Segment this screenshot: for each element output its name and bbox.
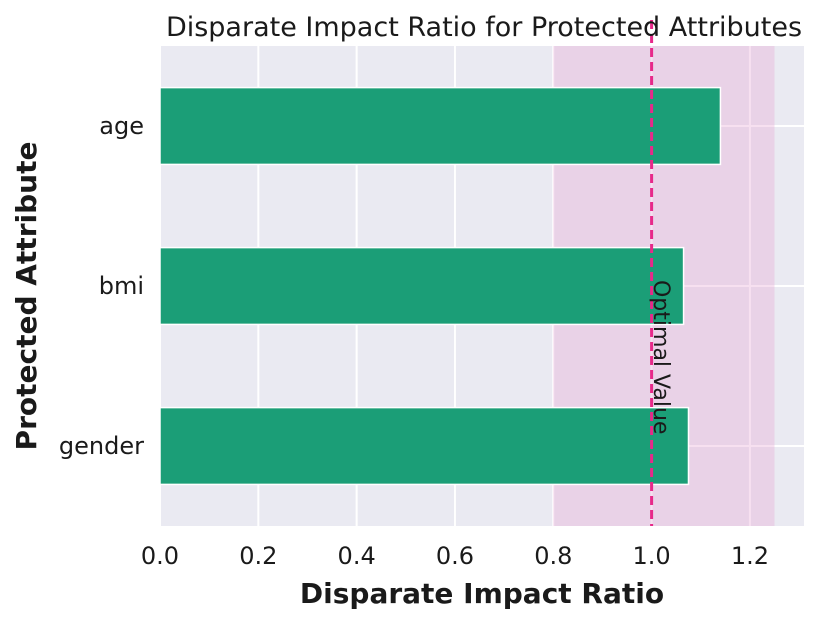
y-tick-labels: age bmi gender [59,112,144,460]
chart-title: Disparate Impact Ratio for Protected Att… [166,12,802,43]
y-tick-label: gender [59,432,144,460]
bar-gender [159,406,690,486]
optimal-value-label: Optimal Value [648,280,673,434]
x-tick-labels: 0.0 0.2 0.4 0.6 0.8 1.0 1.2 [141,542,769,570]
bar-bmi [159,246,685,326]
x-axis-title: Disparate Impact Ratio [300,577,664,610]
bar-age [159,86,722,166]
x-tick-label: 0.2 [239,542,277,570]
bars [159,86,722,486]
x-tick-label: 1.0 [633,542,671,570]
x-tick-label: 0.8 [534,542,572,570]
x-tick-label: 0.6 [436,542,474,570]
y-tick-label: bmi [99,272,144,300]
y-axis-title: Protected Attribute [10,142,43,451]
x-tick-label: 0.0 [141,542,179,570]
x-tick-label: 1.2 [731,542,769,570]
y-tick-label: age [99,112,144,140]
x-tick-label: 0.4 [338,542,376,570]
